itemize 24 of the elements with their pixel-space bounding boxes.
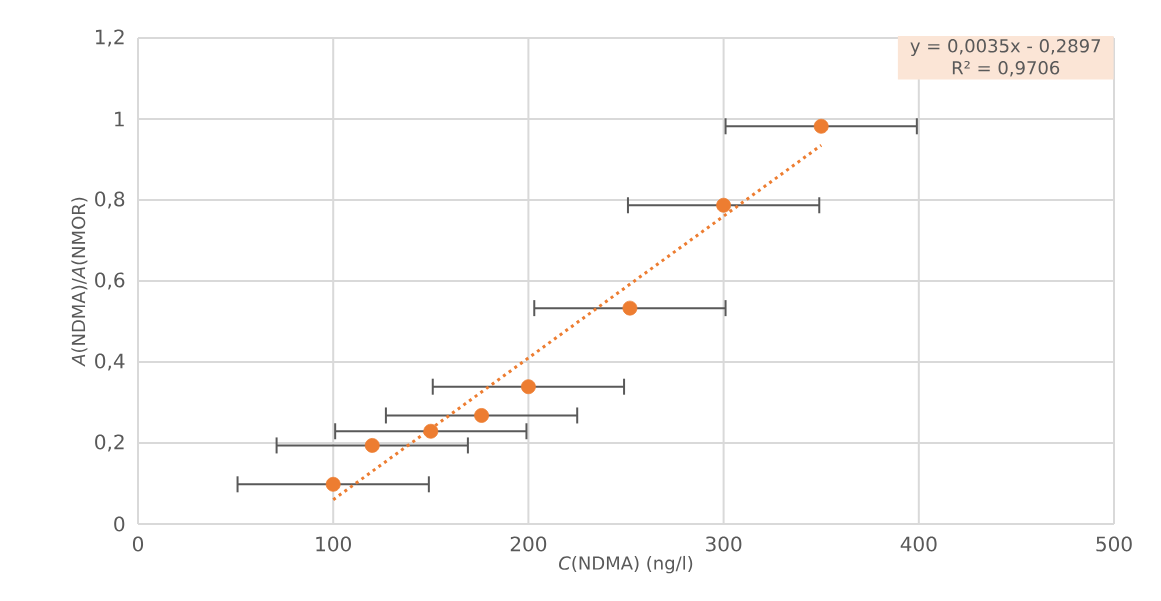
x-tick-label: 300 [706,536,742,552]
annotation: y = 0,0035x - 0,2897 [910,38,1101,57]
y-tick-label: 1,2 [96,29,124,47]
point [474,408,489,423]
x-tick-label: 400 [900,536,937,552]
y-tick-label: 0 [114,516,125,532]
point [325,476,341,492]
point [423,423,439,439]
x-tick-label: 100 [316,536,351,552]
y-tick-label: 1 [115,111,124,127]
y-tick-label: 0,6 [95,272,125,290]
x-tick-label: 500 [1096,536,1132,552]
point [813,118,829,134]
point [716,197,731,213]
y-tick-label: 0,2 [95,434,124,452]
point [622,300,638,316]
annotation: R² = 0,9706 [952,60,1060,77]
x-axis-title: C(NDMA) (ng/l) [559,555,693,574]
x-tick-label: 200 [510,536,547,552]
y-tick-label: 0,4 [95,353,125,371]
x-tick-label: 0 [132,536,144,552]
y-tick-label: 0,8 [95,191,125,209]
point [521,379,536,395]
point [364,438,380,453]
